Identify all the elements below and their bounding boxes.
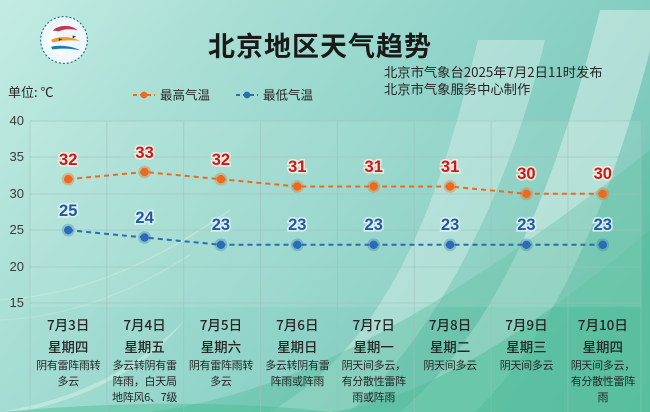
svg-text:30: 30 — [10, 186, 24, 201]
svg-text:31: 31 — [441, 158, 459, 176]
svg-text:31: 31 — [365, 158, 383, 176]
svg-text:30: 30 — [594, 165, 612, 183]
svg-text:35: 35 — [10, 149, 24, 164]
svg-text:20: 20 — [10, 259, 24, 274]
svg-text:32: 32 — [59, 151, 77, 169]
svg-text:25: 25 — [10, 222, 24, 237]
svg-text:31: 31 — [288, 158, 306, 176]
svg-text:23: 23 — [288, 216, 306, 234]
svg-text:23: 23 — [365, 216, 383, 234]
svg-text:23: 23 — [441, 216, 459, 234]
svg-text:32: 32 — [212, 151, 230, 169]
svg-text:40: 40 — [10, 113, 24, 128]
svg-text:33: 33 — [135, 144, 153, 162]
svg-text:30: 30 — [517, 165, 535, 183]
svg-text:25: 25 — [59, 202, 77, 220]
svg-text:23: 23 — [212, 216, 230, 234]
svg-text:15: 15 — [10, 295, 24, 310]
svg-text:23: 23 — [594, 216, 612, 234]
svg-text:23: 23 — [517, 216, 535, 234]
svg-text:24: 24 — [135, 209, 154, 227]
